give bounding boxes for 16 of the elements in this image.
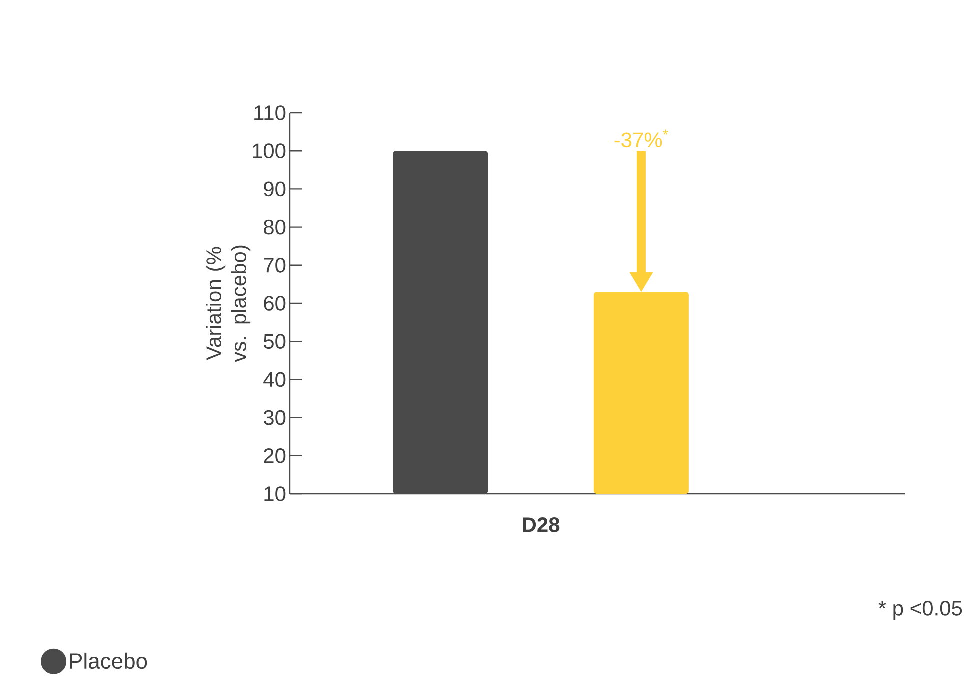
x-tick-label: D28 — [523, 518, 560, 532]
y-tick-label: 40 — [264, 372, 286, 388]
legend-label: Placebo — [70, 652, 148, 670]
annotation: -37%$^{*}$ — [614, 130, 668, 148]
y-tick-label: 50 — [264, 334, 286, 350]
y-tick-label: 70 — [264, 258, 286, 273]
y-tick-label: 100 — [253, 144, 286, 159]
y-tick-label: 20 — [264, 448, 286, 464]
y-tick-label: 30 — [264, 410, 286, 426]
y-tick-label: 10 — [264, 486, 286, 502]
y-axis-title: Variation (% vs. placebo) — [206, 246, 251, 362]
y-tick-label: 80 — [264, 220, 286, 235]
y-tick-label: 110 — [254, 106, 286, 120]
text: * p <0.05 — [878, 601, 962, 620]
y-tick-label: 90 — [264, 182, 286, 197]
y-tick-label: 60 — [264, 296, 286, 311]
